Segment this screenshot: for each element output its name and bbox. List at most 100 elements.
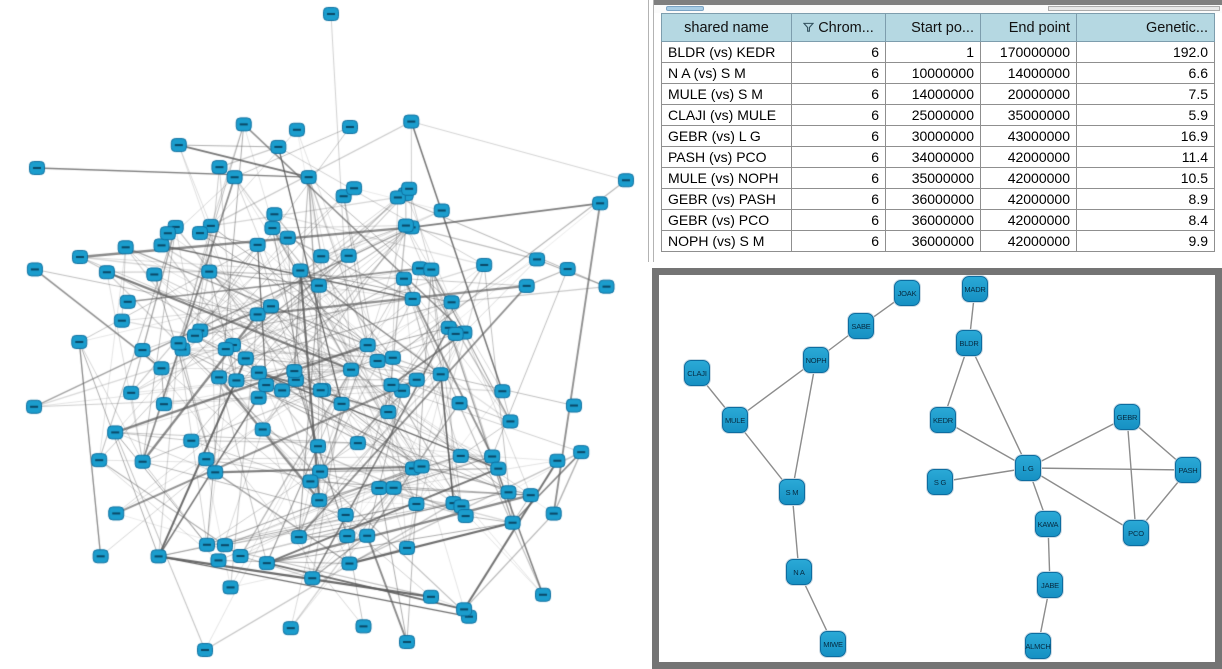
table-row[interactable]: BLDR (vs) KEDR 6 1 170000000 192.0 bbox=[661, 41, 1215, 63]
table-row[interactable]: NOPH (vs) S M 6 36000000 42000000 9.9 bbox=[661, 230, 1215, 252]
table-row[interactable]: GEBR (vs) L G 6 30000000 43000000 16.9 bbox=[661, 125, 1215, 147]
table-cell: 9.9 bbox=[1076, 230, 1215, 252]
table-cell: 35000000 bbox=[980, 104, 1077, 126]
table-cell: 6 bbox=[791, 125, 886, 147]
column-header-chrom---[interactable]: Chrom... bbox=[791, 13, 886, 42]
table-row[interactable]: GEBR (vs) PASH 6 36000000 42000000 8.9 bbox=[661, 188, 1215, 210]
table-cell: 1 bbox=[885, 41, 981, 63]
panel-splitter[interactable] bbox=[648, 0, 654, 262]
table-cell: 16.9 bbox=[1076, 125, 1215, 147]
attribute-table: shared name Chrom... Start po... End point G… bbox=[661, 13, 1215, 252]
node-MIWE[interactable]: MIWE bbox=[820, 631, 846, 657]
table-cell: 6 bbox=[791, 167, 886, 189]
edge-KEDR-LG[interactable] bbox=[942, 419, 1029, 469]
node-GEBR[interactable]: GEBR bbox=[1114, 404, 1140, 430]
edge-LG-PCO[interactable] bbox=[1027, 467, 1137, 534]
detail-network-canvas[interactable]: JOAK MADR SABE NOPH CLAJI BLDR KEDR MULE GEBR L G… bbox=[659, 275, 1215, 662]
column-header-label: shared name bbox=[684, 19, 769, 36]
edge-LG-GEBR[interactable] bbox=[1027, 416, 1128, 469]
node-MADR[interactable]: MADR bbox=[962, 276, 988, 302]
table-cell: PASH (vs) PCO bbox=[661, 146, 792, 168]
node-PCO[interactable]: PCO bbox=[1123, 520, 1149, 546]
table-row[interactable]: CLAJI (vs) MULE 6 25000000 35000000 5.9 bbox=[661, 104, 1215, 126]
node-BLDR[interactable]: BLDR bbox=[956, 330, 982, 356]
table-cell: BLDR (vs) KEDR bbox=[661, 41, 792, 63]
node-ALMCH[interactable]: ALMCH bbox=[1025, 633, 1051, 659]
table-cell: 42000000 bbox=[980, 146, 1077, 168]
table-cell: MULE (vs) NOPH bbox=[661, 167, 792, 189]
table-cell: 30000000 bbox=[885, 125, 981, 147]
node-KEDR[interactable]: KEDR bbox=[930, 407, 956, 433]
table-cell: GEBR (vs) L G bbox=[661, 125, 792, 147]
table-cell: 36000000 bbox=[885, 188, 981, 210]
table-cell: 11.4 bbox=[1076, 146, 1215, 168]
column-header-shared-name[interactable]: shared name bbox=[661, 13, 792, 42]
table-horizontal-scrollbar[interactable] bbox=[654, 5, 1222, 13]
column-header-start-po---[interactable]: Start po... bbox=[885, 13, 981, 42]
table-row[interactable]: GEBR (vs) PCO 6 36000000 42000000 8.4 bbox=[661, 209, 1215, 231]
table-header-row: shared name Chrom... Start po... End point G… bbox=[661, 13, 1215, 42]
table-cell: 36000000 bbox=[885, 209, 981, 231]
overview-network-panel bbox=[0, 0, 648, 669]
table-cell: 20000000 bbox=[980, 83, 1077, 105]
edge-SG-LG[interactable] bbox=[939, 467, 1029, 483]
scrollbar-thumb[interactable] bbox=[666, 6, 704, 11]
table-cell: N A (vs) S M bbox=[661, 62, 792, 84]
table-row[interactable]: MULE (vs) NOPH 6 35000000 42000000 10.5 bbox=[661, 167, 1215, 189]
column-header-end-point[interactable]: End point bbox=[980, 13, 1077, 42]
column-header-label: Genetic... bbox=[1145, 19, 1208, 36]
node-SM[interactable]: S M bbox=[779, 479, 805, 505]
filter-icon bbox=[803, 22, 815, 32]
table-row[interactable]: MULE (vs) S M 6 14000000 20000000 7.5 bbox=[661, 83, 1215, 105]
table-cell: 8.9 bbox=[1076, 188, 1215, 210]
table-cell: 42000000 bbox=[980, 230, 1077, 252]
table-cell: 6 bbox=[791, 83, 886, 105]
table-cell: 10.5 bbox=[1076, 167, 1215, 189]
node-SABE[interactable]: SABE bbox=[848, 313, 874, 339]
large-network-canvas[interactable] bbox=[0, 0, 648, 669]
edge-SM-NA[interactable] bbox=[791, 491, 800, 573]
edge-MULE-NOPH[interactable] bbox=[734, 359, 817, 421]
edge-GEBR-PCO[interactable] bbox=[1126, 416, 1137, 534]
node-KAWA[interactable]: KAWA bbox=[1035, 511, 1061, 537]
edge-LG-PASH[interactable] bbox=[1027, 467, 1189, 471]
table-cell: 6 bbox=[791, 62, 886, 84]
table-cell: 43000000 bbox=[980, 125, 1077, 147]
table-cell: 14000000 bbox=[980, 62, 1077, 84]
edge-NOPH-SM[interactable] bbox=[791, 359, 817, 493]
table-cell: 6 bbox=[791, 41, 886, 63]
table-cell: 6.6 bbox=[1076, 62, 1215, 84]
table-cell: 36000000 bbox=[885, 230, 981, 252]
table-cell: MULE (vs) S M bbox=[661, 83, 792, 105]
node-LG[interactable]: L G bbox=[1015, 455, 1041, 481]
table-cell: GEBR (vs) PASH bbox=[661, 188, 792, 210]
column-header-genetic---[interactable]: Genetic... bbox=[1076, 13, 1215, 42]
table-cell: 10000000 bbox=[885, 62, 981, 84]
table-row[interactable]: PASH (vs) PCO 6 34000000 42000000 11.4 bbox=[661, 146, 1215, 168]
column-header-label: Chrom... bbox=[818, 19, 874, 36]
table-row[interactable]: N A (vs) S M 6 10000000 14000000 6.6 bbox=[661, 62, 1215, 84]
table-cell: GEBR (vs) PCO bbox=[661, 209, 792, 231]
edge-BLDR-LG[interactable] bbox=[968, 342, 1029, 469]
table-cell: 5.9 bbox=[1076, 104, 1215, 126]
node-JABE[interactable]: JABE bbox=[1037, 572, 1063, 598]
node-CLAJI[interactable]: CLAJI bbox=[684, 360, 710, 386]
table-cell: 42000000 bbox=[980, 188, 1077, 210]
table-cell: 35000000 bbox=[885, 167, 981, 189]
node-MULE[interactable]: MULE bbox=[722, 407, 748, 433]
table-cell: 6 bbox=[791, 104, 886, 126]
table-cell: 34000000 bbox=[885, 146, 981, 168]
table-cell: 7.5 bbox=[1076, 83, 1215, 105]
table-cell: 14000000 bbox=[885, 83, 981, 105]
node-SG[interactable]: S G bbox=[927, 469, 953, 495]
node-PASH[interactable]: PASH bbox=[1175, 457, 1201, 483]
node-NOPH[interactable]: NOPH bbox=[803, 347, 829, 373]
table-cell: NOPH (vs) S M bbox=[661, 230, 792, 252]
node-NA[interactable]: N A bbox=[786, 559, 812, 585]
table-cell: 6 bbox=[791, 188, 886, 210]
table-cell: 170000000 bbox=[980, 41, 1077, 63]
table-panel-top-bar bbox=[654, 0, 1222, 5]
scrollbar-right-segment[interactable] bbox=[1048, 6, 1220, 11]
table-cell: 6 bbox=[791, 146, 886, 168]
node-JOAK[interactable]: JOAK bbox=[894, 280, 920, 306]
